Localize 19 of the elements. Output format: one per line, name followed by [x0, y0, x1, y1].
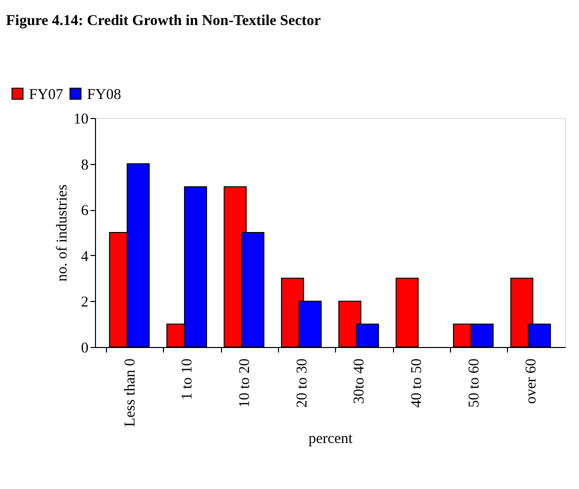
- x-tick-label: 10 to 20: [237, 358, 254, 408]
- x-tick-label: 20 to 30: [294, 358, 310, 408]
- chart-title: Figure 4.14: Credit Growth in Non-Textile Sector: [6, 13, 322, 29]
- x-tick-label: 1 to 10: [180, 358, 196, 400]
- x-axis-title: percent: [308, 430, 354, 447]
- y-tick-label: 10: [74, 112, 88, 128]
- x-tick-label: Less than 0: [122, 358, 138, 427]
- y-axis-title: no. of industries: [54, 184, 70, 282]
- y-tick-label: 6: [81, 203, 89, 220]
- y-tick-label: 2: [81, 294, 88, 311]
- x-tick-label: 40 to 50: [408, 358, 425, 408]
- legend-label: FY07: [29, 86, 64, 103]
- x-tick-label: 50 to 60: [466, 358, 482, 408]
- y-tick-label: 0: [81, 340, 88, 356]
- legend-label: FY08: [87, 86, 122, 103]
- x-tick-label: over 60: [524, 358, 540, 404]
- x-tick-label: 30to 40: [352, 358, 368, 404]
- y-tick-label: 4: [81, 248, 89, 265]
- y-tick-label: 8: [81, 157, 88, 174]
